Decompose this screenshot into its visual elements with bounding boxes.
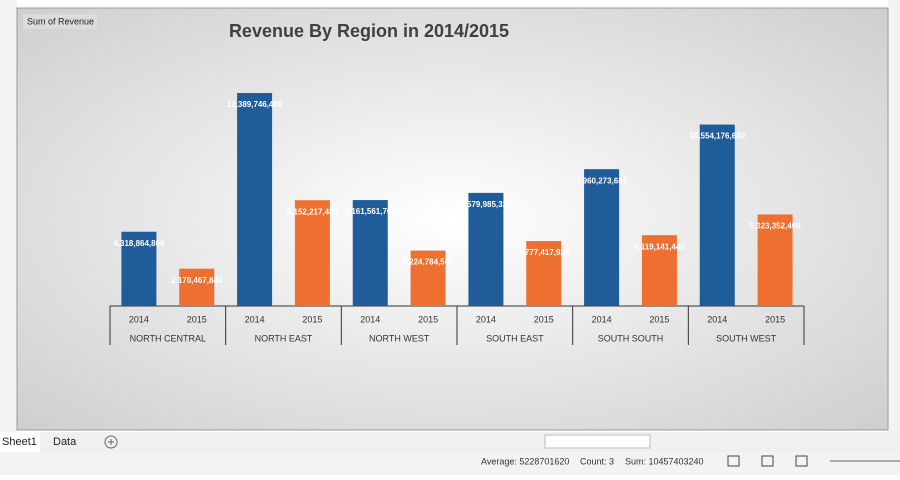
- status-count: Count: 3: [580, 456, 614, 466]
- value-label: 3,777,417,920: [518, 248, 570, 257]
- plot: NORTH CENTRAL 2014 4,318,864,800 2015 2,170,…: [109, 93, 805, 345]
- add-sheet[interactable]: [104, 435, 118, 449]
- status-bar: [0, 452, 900, 475]
- chart-area[interactable]: [16, 7, 889, 431]
- category-label: SOUTH EAST: [486, 333, 544, 343]
- bar: [410, 250, 446, 306]
- value-label: 6,579,985,320: [460, 200, 512, 209]
- add-sheet-icon: [108, 439, 114, 445]
- field-button-label[interactable]: Sum of Revenue: [27, 16, 94, 26]
- series-label: 2015: [302, 314, 322, 324]
- category-label: NORTH WEST: [369, 333, 430, 343]
- value-label: 10,554,176,640: [689, 132, 745, 141]
- series-label: 2014: [129, 314, 149, 324]
- bar: [699, 124, 735, 306]
- value-label: 4,119,141,440: [634, 242, 685, 251]
- page-layout-view[interactable]: [761, 455, 774, 467]
- value-label: 3,224,784,560: [402, 258, 454, 267]
- bar: [526, 241, 562, 306]
- value-label: 6,152,217,480: [287, 207, 339, 216]
- bar: [237, 93, 273, 306]
- series-label: 2014: [476, 314, 496, 324]
- category-label: SOUTH WEST: [716, 333, 777, 343]
- scrollbar[interactable]: [544, 434, 651, 449]
- category-label: SOUTH SOUTH: [598, 333, 664, 343]
- bar: [468, 192, 504, 306]
- bar: [584, 169, 620, 306]
- category-label: NORTH CENTRAL: [130, 333, 206, 343]
- value-label: 5,323,352,400: [749, 222, 801, 231]
- value-label: 4,318,864,800: [113, 239, 165, 248]
- category-label: NORTH EAST: [255, 333, 313, 343]
- normal-view[interactable]: [727, 455, 740, 467]
- bar: [352, 200, 388, 306]
- series-label: 2014: [360, 314, 380, 324]
- left-cells: [0, 0, 17, 432]
- series-label: 2015: [765, 314, 785, 324]
- right-cells: [888, 0, 900, 432]
- series-label: 2015: [649, 314, 669, 324]
- value-label: 12,389,746,400: [227, 100, 283, 109]
- value-label: 6,161,561,760: [345, 207, 397, 216]
- bar: [179, 268, 215, 306]
- series-label: 2015: [418, 314, 438, 324]
- field-button[interactable]: [23, 14, 97, 29]
- bar: [641, 235, 677, 306]
- value-label: 7,960,273,680: [576, 176, 628, 185]
- status-sum: Sum: 10457403240: [625, 456, 704, 466]
- bar: [121, 231, 157, 306]
- page-break-view[interactable]: [795, 455, 808, 467]
- value-label: 2,170,467,840: [171, 276, 223, 285]
- status-average: Average: 5228701620: [481, 456, 569, 466]
- sheet-tab[interactable]: Sheet1: [2, 436, 37, 448]
- chart-title: Revenue By Region in 2014/2015: [229, 21, 509, 41]
- series-label: 2014: [707, 314, 727, 324]
- bar: [757, 214, 793, 306]
- series-label: 2014: [245, 314, 265, 324]
- tab-bar: [0, 432, 900, 452]
- series-label: 2015: [534, 314, 554, 324]
- series-label: 2015: [187, 314, 207, 324]
- series-label: 2014: [592, 314, 612, 324]
- bar: [294, 200, 330, 306]
- active-tab[interactable]: [0, 432, 40, 452]
- sheet-tab[interactable]: Data: [53, 436, 77, 448]
